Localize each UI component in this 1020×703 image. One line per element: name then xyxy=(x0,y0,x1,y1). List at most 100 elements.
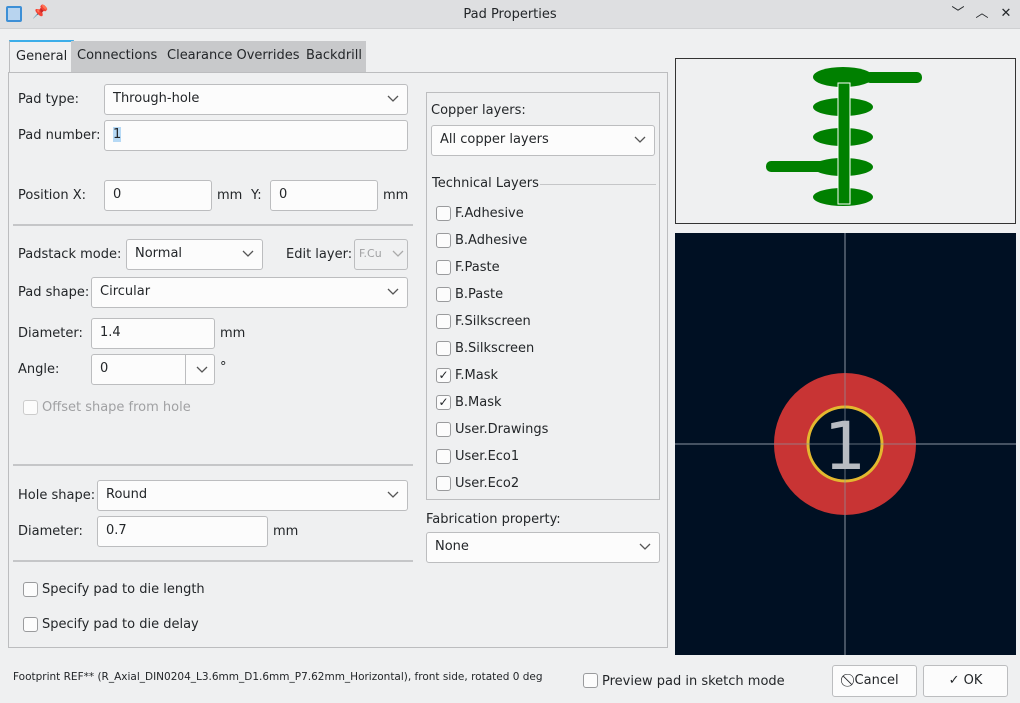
layer-checkbox[interactable] xyxy=(436,206,451,221)
position-y-label: Y: xyxy=(251,188,262,203)
cancel-label: Cancel xyxy=(854,673,899,688)
die-length-checkbox[interactable] xyxy=(23,582,38,597)
separator xyxy=(540,184,656,185)
chevron-down-icon xyxy=(242,250,254,257)
layer-checkbox[interactable]: ✓ xyxy=(436,395,451,410)
padstack-mode-value: Normal xyxy=(135,246,183,261)
technical-layers-label: Technical Layers xyxy=(432,176,539,191)
cancel-button[interactable]: ⃠ Cancel xyxy=(832,665,917,697)
chevron-down-icon xyxy=(634,136,646,143)
pin-icon[interactable]: 📌 xyxy=(32,5,49,20)
padstack-preview xyxy=(675,58,1016,224)
layer-checkbox[interactable] xyxy=(436,314,451,329)
padstack-mode-label: Padstack mode: xyxy=(18,247,122,262)
diameter-label: Diameter: xyxy=(18,326,83,341)
pad-number-label: 1 xyxy=(824,408,866,485)
position-y-unit: mm xyxy=(383,188,409,203)
chevron-down-icon xyxy=(639,543,651,550)
angle-value: 0 xyxy=(100,361,109,376)
tab-general[interactable]: General xyxy=(9,40,75,73)
layer-label: F.Mask xyxy=(455,368,499,383)
separator xyxy=(13,560,413,562)
pad-number-label: Pad number: xyxy=(18,128,101,143)
tab-clearance-overrides[interactable]: Clearance Overrides xyxy=(161,41,306,72)
position-y-input[interactable]: 0 xyxy=(270,180,378,211)
offset-shape-label: Offset shape from hole xyxy=(42,400,191,415)
pad-shape-value: Circular xyxy=(100,284,151,299)
layer-label: User.Eco2 xyxy=(455,476,520,491)
chevron-down-icon[interactable] xyxy=(196,363,208,375)
position-x-input[interactable]: 0 xyxy=(104,180,212,211)
diameter-input[interactable]: 1.4 xyxy=(91,318,215,349)
close-icon[interactable]: ✕ xyxy=(1000,6,1012,21)
edit-layer-select[interactable]: F.Cu xyxy=(354,239,408,270)
die-delay-checkbox[interactable] xyxy=(23,617,38,632)
copper-layers-select[interactable]: All copper layers xyxy=(431,125,655,156)
layer-checkbox[interactable] xyxy=(436,287,451,302)
layer-label: User.Drawings xyxy=(455,422,549,437)
layer-label: B.Adhesive xyxy=(455,233,528,248)
position-x-unit: mm xyxy=(217,188,243,203)
copper-layers-label: Copper layers: xyxy=(431,103,526,118)
layer-label: B.Silkscreen xyxy=(455,341,535,356)
minimize-icon[interactable]: ﹀ xyxy=(951,6,965,21)
ok-label: OK xyxy=(963,673,983,688)
layer-checkbox[interactable] xyxy=(436,341,451,356)
position-x-label: Position X: xyxy=(18,188,87,203)
pad-number-input[interactable]: 1 xyxy=(104,120,408,151)
chevron-down-icon xyxy=(392,250,404,257)
hole-diameter-label: Diameter: xyxy=(18,524,83,539)
window-title: Pad Properties xyxy=(463,7,557,22)
ok-button[interactable]: ✓ OK xyxy=(923,665,1008,697)
pad-number-value: 1 xyxy=(113,127,122,142)
layer-checkbox[interactable] xyxy=(436,260,451,275)
padstack-diagram xyxy=(766,67,922,206)
fabrication-value: None xyxy=(435,539,469,554)
hole-shape-value: Round xyxy=(106,487,148,502)
pad-shape-select[interactable]: Circular xyxy=(91,277,408,308)
padstack-mode-select[interactable]: Normal xyxy=(126,239,263,270)
sketch-mode-label: Preview pad in sketch mode xyxy=(602,674,785,689)
layer-label: B.Paste xyxy=(455,287,504,302)
die-length-label: Specify pad to die length xyxy=(42,582,205,597)
app-footprint-icon xyxy=(6,6,22,22)
edit-layer-value: F.Cu xyxy=(359,247,382,260)
layer-label: B.Mask xyxy=(455,395,502,410)
diameter-unit: mm xyxy=(220,326,246,341)
fabrication-label: Fabrication property: xyxy=(426,512,561,527)
chevron-down-icon xyxy=(387,491,399,498)
angle-label: Angle: xyxy=(18,362,60,377)
die-delay-label: Specify pad to die delay xyxy=(42,617,199,632)
fabrication-select[interactable]: None xyxy=(426,532,660,563)
pad-shape-label: Pad shape: xyxy=(18,285,90,300)
angle-combo[interactable]: 0 xyxy=(91,354,215,385)
layer-label: F.Silkscreen xyxy=(455,314,531,329)
angle-unit: ° xyxy=(220,360,227,375)
pad-preview-canvas[interactable]: 1 xyxy=(675,233,1016,655)
hole-diameter-input[interactable]: 0.7 xyxy=(97,516,268,547)
chevron-down-icon xyxy=(387,288,399,295)
separator xyxy=(13,224,413,226)
offset-shape-checkbox[interactable] xyxy=(23,400,38,415)
tab-backdrill[interactable]: Backdrill xyxy=(300,41,366,72)
layer-checkbox[interactable] xyxy=(436,422,451,437)
maximize-icon[interactable]: ︿ xyxy=(975,6,989,21)
hole-shape-label: Hole shape: xyxy=(18,488,96,503)
tab-connections[interactable]: Connections xyxy=(71,41,164,72)
layer-checkbox[interactable] xyxy=(436,233,451,248)
layer-label: User.Eco1 xyxy=(455,449,520,464)
chevron-down-icon xyxy=(387,95,399,102)
layer-checkbox[interactable] xyxy=(436,449,451,464)
sketch-mode-checkbox[interactable] xyxy=(583,673,598,688)
status-text: Footprint REF** (R_Axial_DIN0204_L3.6mm_… xyxy=(13,671,543,683)
hole-shape-select[interactable]: Round xyxy=(97,480,408,511)
title-bar: 📌 Pad Properties ﹀ ︿ ✕ xyxy=(0,0,1020,29)
general-pane xyxy=(8,72,668,648)
hole-diameter-unit: mm xyxy=(273,524,299,539)
pad-type-value: Through-hole xyxy=(113,91,200,106)
layer-checkbox[interactable] xyxy=(436,476,451,491)
layer-checkbox[interactable]: ✓ xyxy=(436,368,451,383)
pad-type-select[interactable]: Through-hole xyxy=(104,84,408,115)
copper-layers-value: All copper layers xyxy=(440,132,549,147)
separator xyxy=(13,464,413,466)
